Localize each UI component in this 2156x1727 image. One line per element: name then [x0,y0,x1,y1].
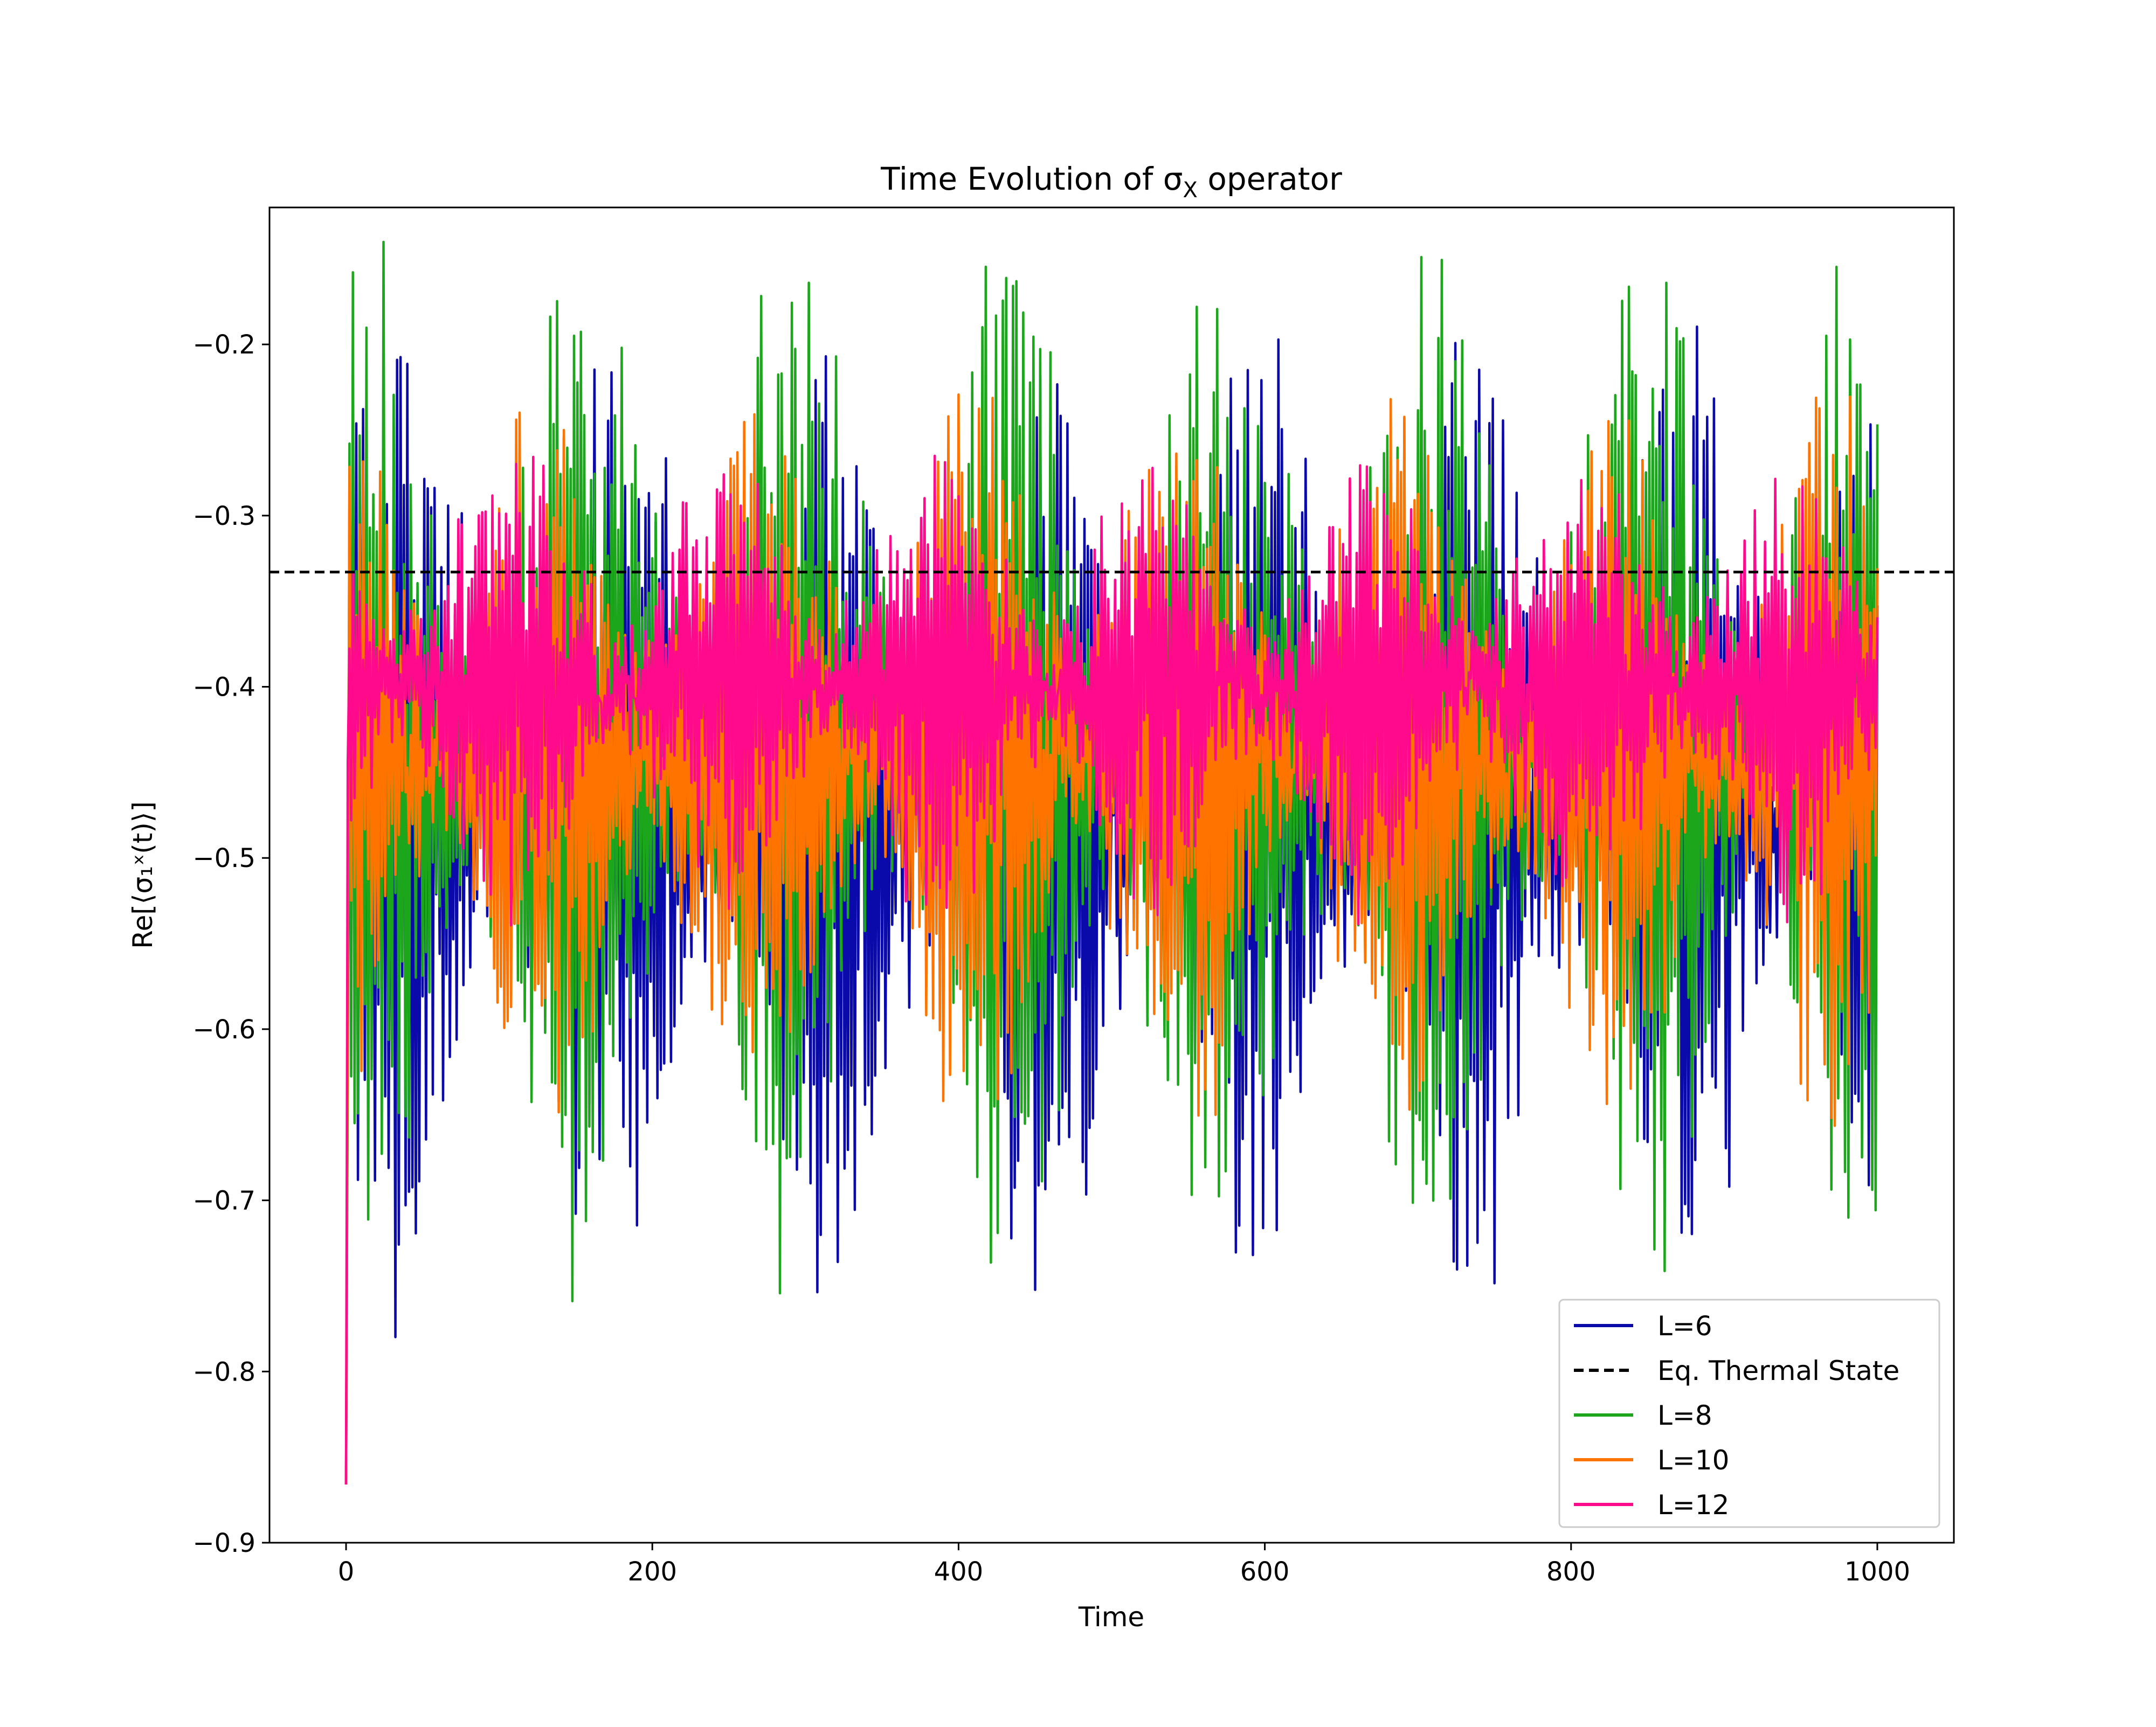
legend-items: L=6 Eq. Thermal State L=8 L=10 L=12 [1574,1310,1899,1521]
chart-title: Time Evolution of σX operator [880,161,1342,203]
y-tick-label: −0.9 [192,1528,255,1558]
plot-area [270,240,1954,1485]
y-axis: −0.9 −0.8 −0.7 −0.6 −0.5 −0.4 −0.3 −0.2 [192,330,270,1558]
y-tick-label: −0.3 [192,501,255,531]
x-axis: 0 200 400 600 800 1000 [338,1543,1910,1587]
x-tick-label: 0 [338,1557,355,1587]
x-tick-label: 600 [1240,1557,1290,1587]
y-tick-label: −0.2 [192,330,255,360]
series-line-l12 [344,454,1879,1485]
x-tick-label: 1000 [1844,1557,1910,1587]
legend-box [1558,1299,1940,1528]
legend-label: L=12 [1657,1489,1729,1521]
y-axis-title: Re[⟨σ₁ˣ(t)⟩] [127,801,158,949]
x-tick-label: 200 [627,1557,677,1587]
y-tick-label: −0.5 [192,843,255,873]
legend: L=6 Eq. Thermal State L=8 L=10 L=12 [1558,1299,1940,1528]
axes-frame [268,206,1955,1544]
legend-label: L=6 [1657,1310,1712,1342]
legend-label: L=8 [1657,1400,1712,1431]
y-tick-label: −0.4 [192,672,255,703]
y-tick-label: −0.6 [192,1015,255,1045]
x-tick-label: 800 [1546,1557,1596,1587]
series-layer [344,240,1879,1485]
legend-label: L=10 [1657,1445,1729,1476]
legend-label: Eq. Thermal State [1657,1355,1899,1386]
y-tick-label: −0.8 [192,1357,255,1387]
y-tick-label: −0.7 [192,1186,255,1216]
x-axis-title: Time [1078,1601,1144,1633]
x-tick-label: 400 [934,1557,984,1587]
